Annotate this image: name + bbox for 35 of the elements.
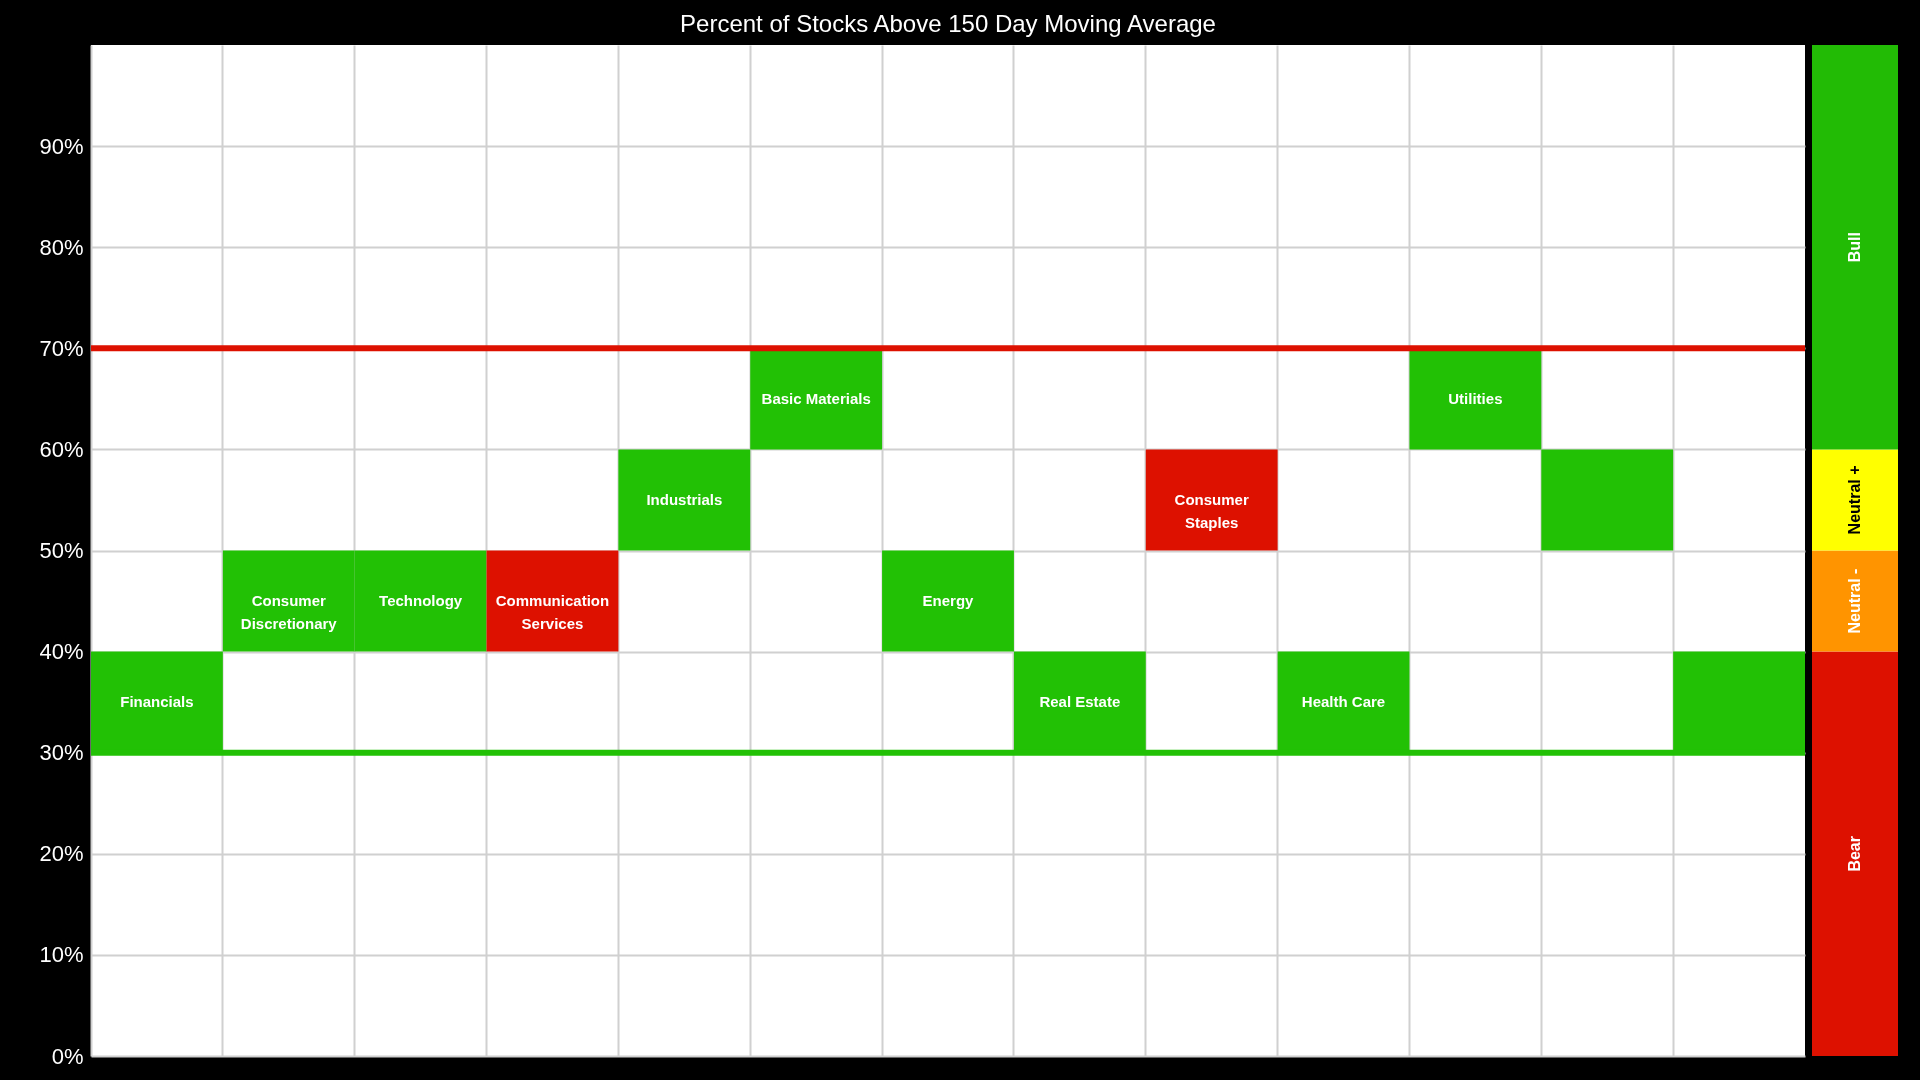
bar [1541,449,1674,551]
y-tick-label: 30% [39,740,84,766]
y-tick-label: 50% [39,538,84,563]
category-label: Health Care [1301,693,1386,711]
bar [882,550,1014,652]
bar [1812,550,1898,652]
y-tick-label: 60% [39,436,84,462]
series-label: Neutral + [1846,465,1863,535]
category-label: Energy [922,592,974,610]
series-label: Neutral - [1846,568,1863,634]
category-label: Basic Materials [761,389,871,407]
bar [1409,348,1542,450]
bar [618,449,751,551]
bar [1145,449,1278,551]
category-label: Consumer Discretionary [240,592,337,633]
y-tick-label: 40% [39,639,84,665]
y-tick-label: 10% [39,942,84,968]
y-tick-label: 80% [39,234,84,260]
bar [486,550,619,652]
category-label: Financials [120,693,194,711]
category-label: Technology [379,592,463,610]
category-label: Industrials [646,490,723,508]
y-tick-label: 20% [39,841,84,867]
category-label: Real Estate [1039,693,1121,711]
series-label: Bull [1846,232,1863,263]
chart-title: Percent of Stocks Above 150 Day Moving Average [680,10,1216,37]
category-label: Communication Services [495,592,610,633]
category-label: Consumer Staples [1174,490,1249,531]
bar [1812,449,1898,551]
bar [750,348,883,450]
category-label: Utilities [1448,389,1503,407]
series-label: Bear [1846,836,1863,872]
y-tick-label: 0% [51,1043,84,1069]
y-tick-label: 70% [39,335,84,361]
y-tick-label: 90% [39,133,84,159]
